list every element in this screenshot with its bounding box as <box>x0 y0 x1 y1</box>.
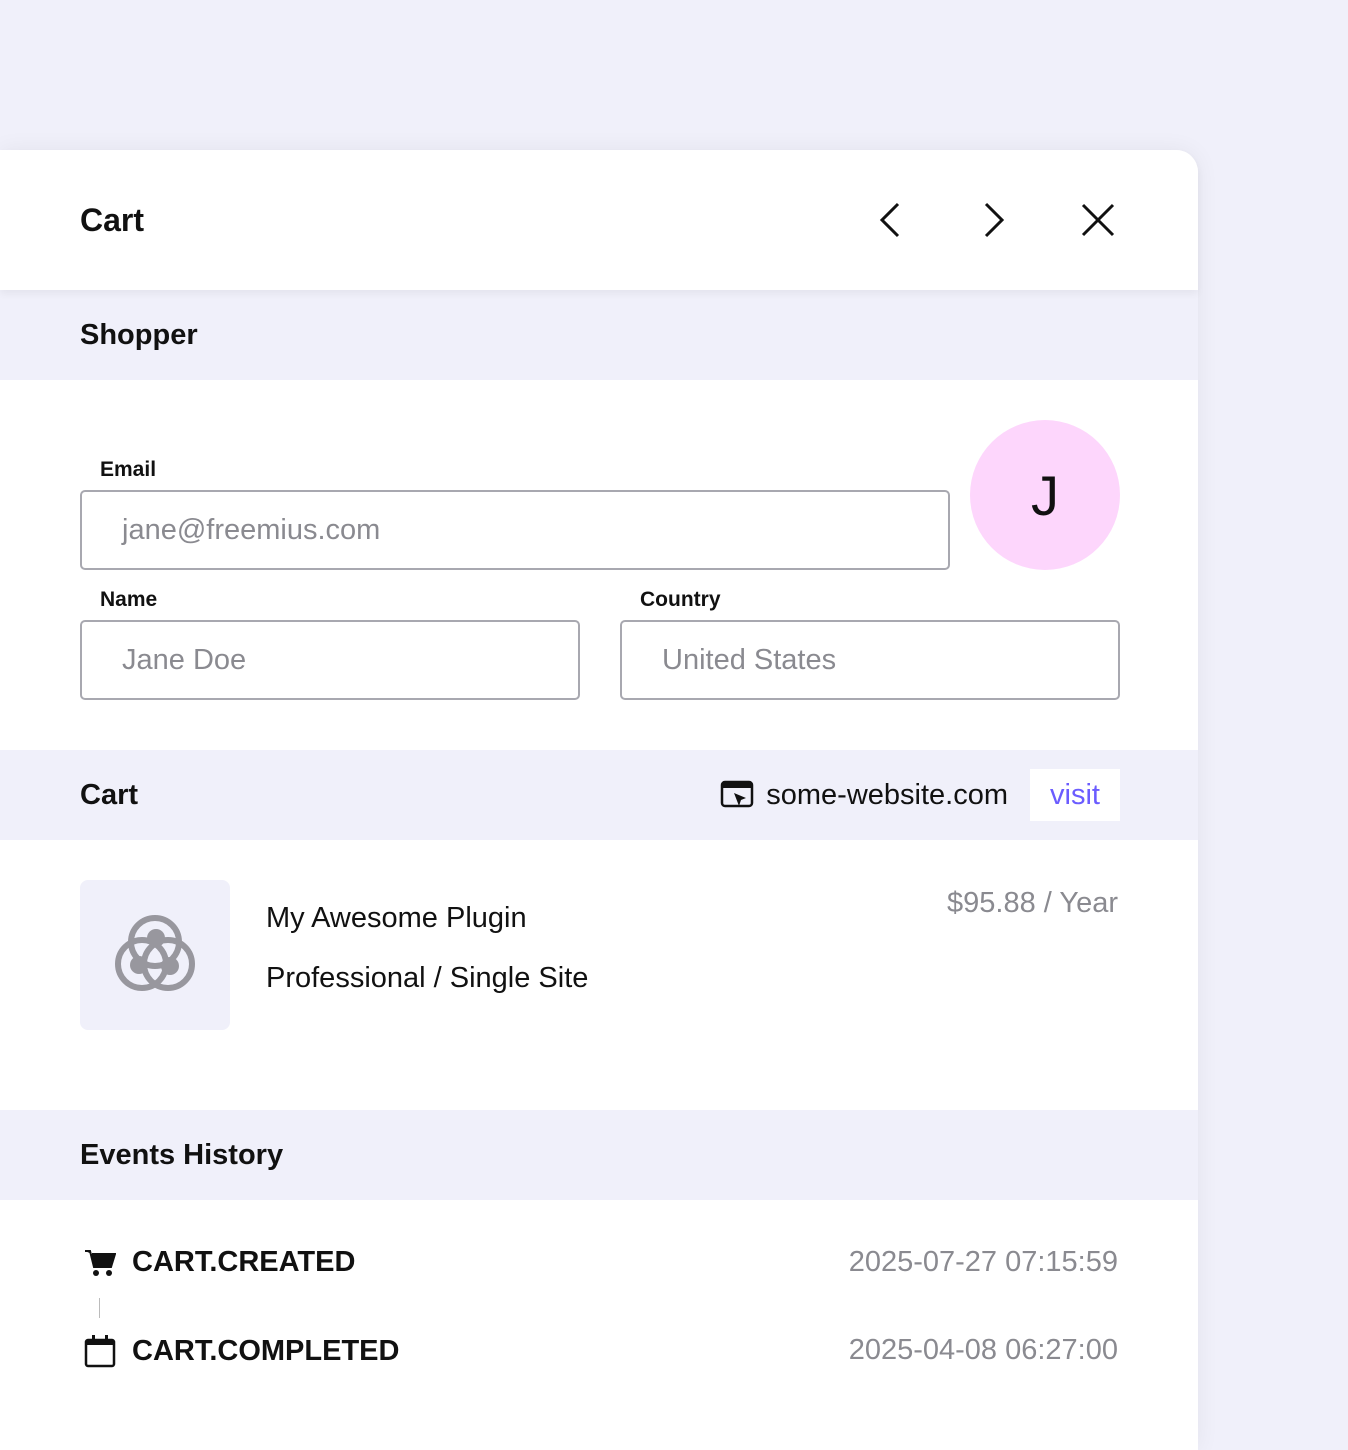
chevron-right-icon <box>984 202 1005 238</box>
events-title: Events History <box>80 1138 284 1171</box>
name-field[interactable]: Jane Doe <box>80 620 580 700</box>
website-domain: some-website.com <box>766 778 1008 811</box>
event-name: CART.CREATED <box>132 1246 356 1278</box>
event-item: CART.CREATED <box>84 1246 355 1279</box>
close-icon <box>1081 203 1115 237</box>
website-icon <box>721 780 754 808</box>
cart-panel: Cart Shopper Email jane@freemius.com J N… <box>0 150 1198 1450</box>
cart-title: Cart <box>80 778 139 811</box>
shopper-section-header: Shopper <box>0 290 1198 380</box>
event-item: CART.COMPLETED <box>84 1334 399 1368</box>
visit-button[interactable]: visit <box>1030 769 1120 821</box>
event-date: 2025-07-27 07:15:59 <box>848 1246 1118 1278</box>
close-button[interactable] <box>1078 200 1118 240</box>
cart-icon <box>85 1249 116 1276</box>
panel-title: Cart <box>80 201 145 238</box>
product-logo-icon <box>115 915 195 991</box>
next-button[interactable] <box>974 200 1014 240</box>
panel-header: Cart <box>0 150 1198 290</box>
events-section-header: Events History <box>0 1110 1198 1200</box>
product-plan: Professional / Single Site <box>266 962 589 994</box>
shopper-title: Shopper <box>80 318 198 351</box>
name-label: Name <box>100 588 158 611</box>
avatar: J <box>970 420 1120 570</box>
timeline-connector <box>99 1298 100 1318</box>
event-date: 2025-04-08 06:27:00 <box>848 1334 1118 1366</box>
product-price: $95.88 / Year <box>947 887 1118 919</box>
chevron-left-icon <box>879 202 900 238</box>
country-field[interactable]: United States <box>620 620 1120 700</box>
calendar-icon <box>84 1335 116 1368</box>
product-name: My Awesome Plugin <box>266 902 527 934</box>
country-label: Country <box>640 588 721 611</box>
event-name: CART.COMPLETED <box>132 1334 400 1367</box>
product-thumbnail <box>80 880 230 1030</box>
website: some-website.com visit <box>720 769 1120 821</box>
email-field[interactable]: jane@freemius.com <box>80 490 950 570</box>
cart-section-header: Cart some-website.com visit <box>0 750 1198 840</box>
email-label: Email <box>100 458 157 481</box>
previous-button[interactable] <box>870 200 910 240</box>
